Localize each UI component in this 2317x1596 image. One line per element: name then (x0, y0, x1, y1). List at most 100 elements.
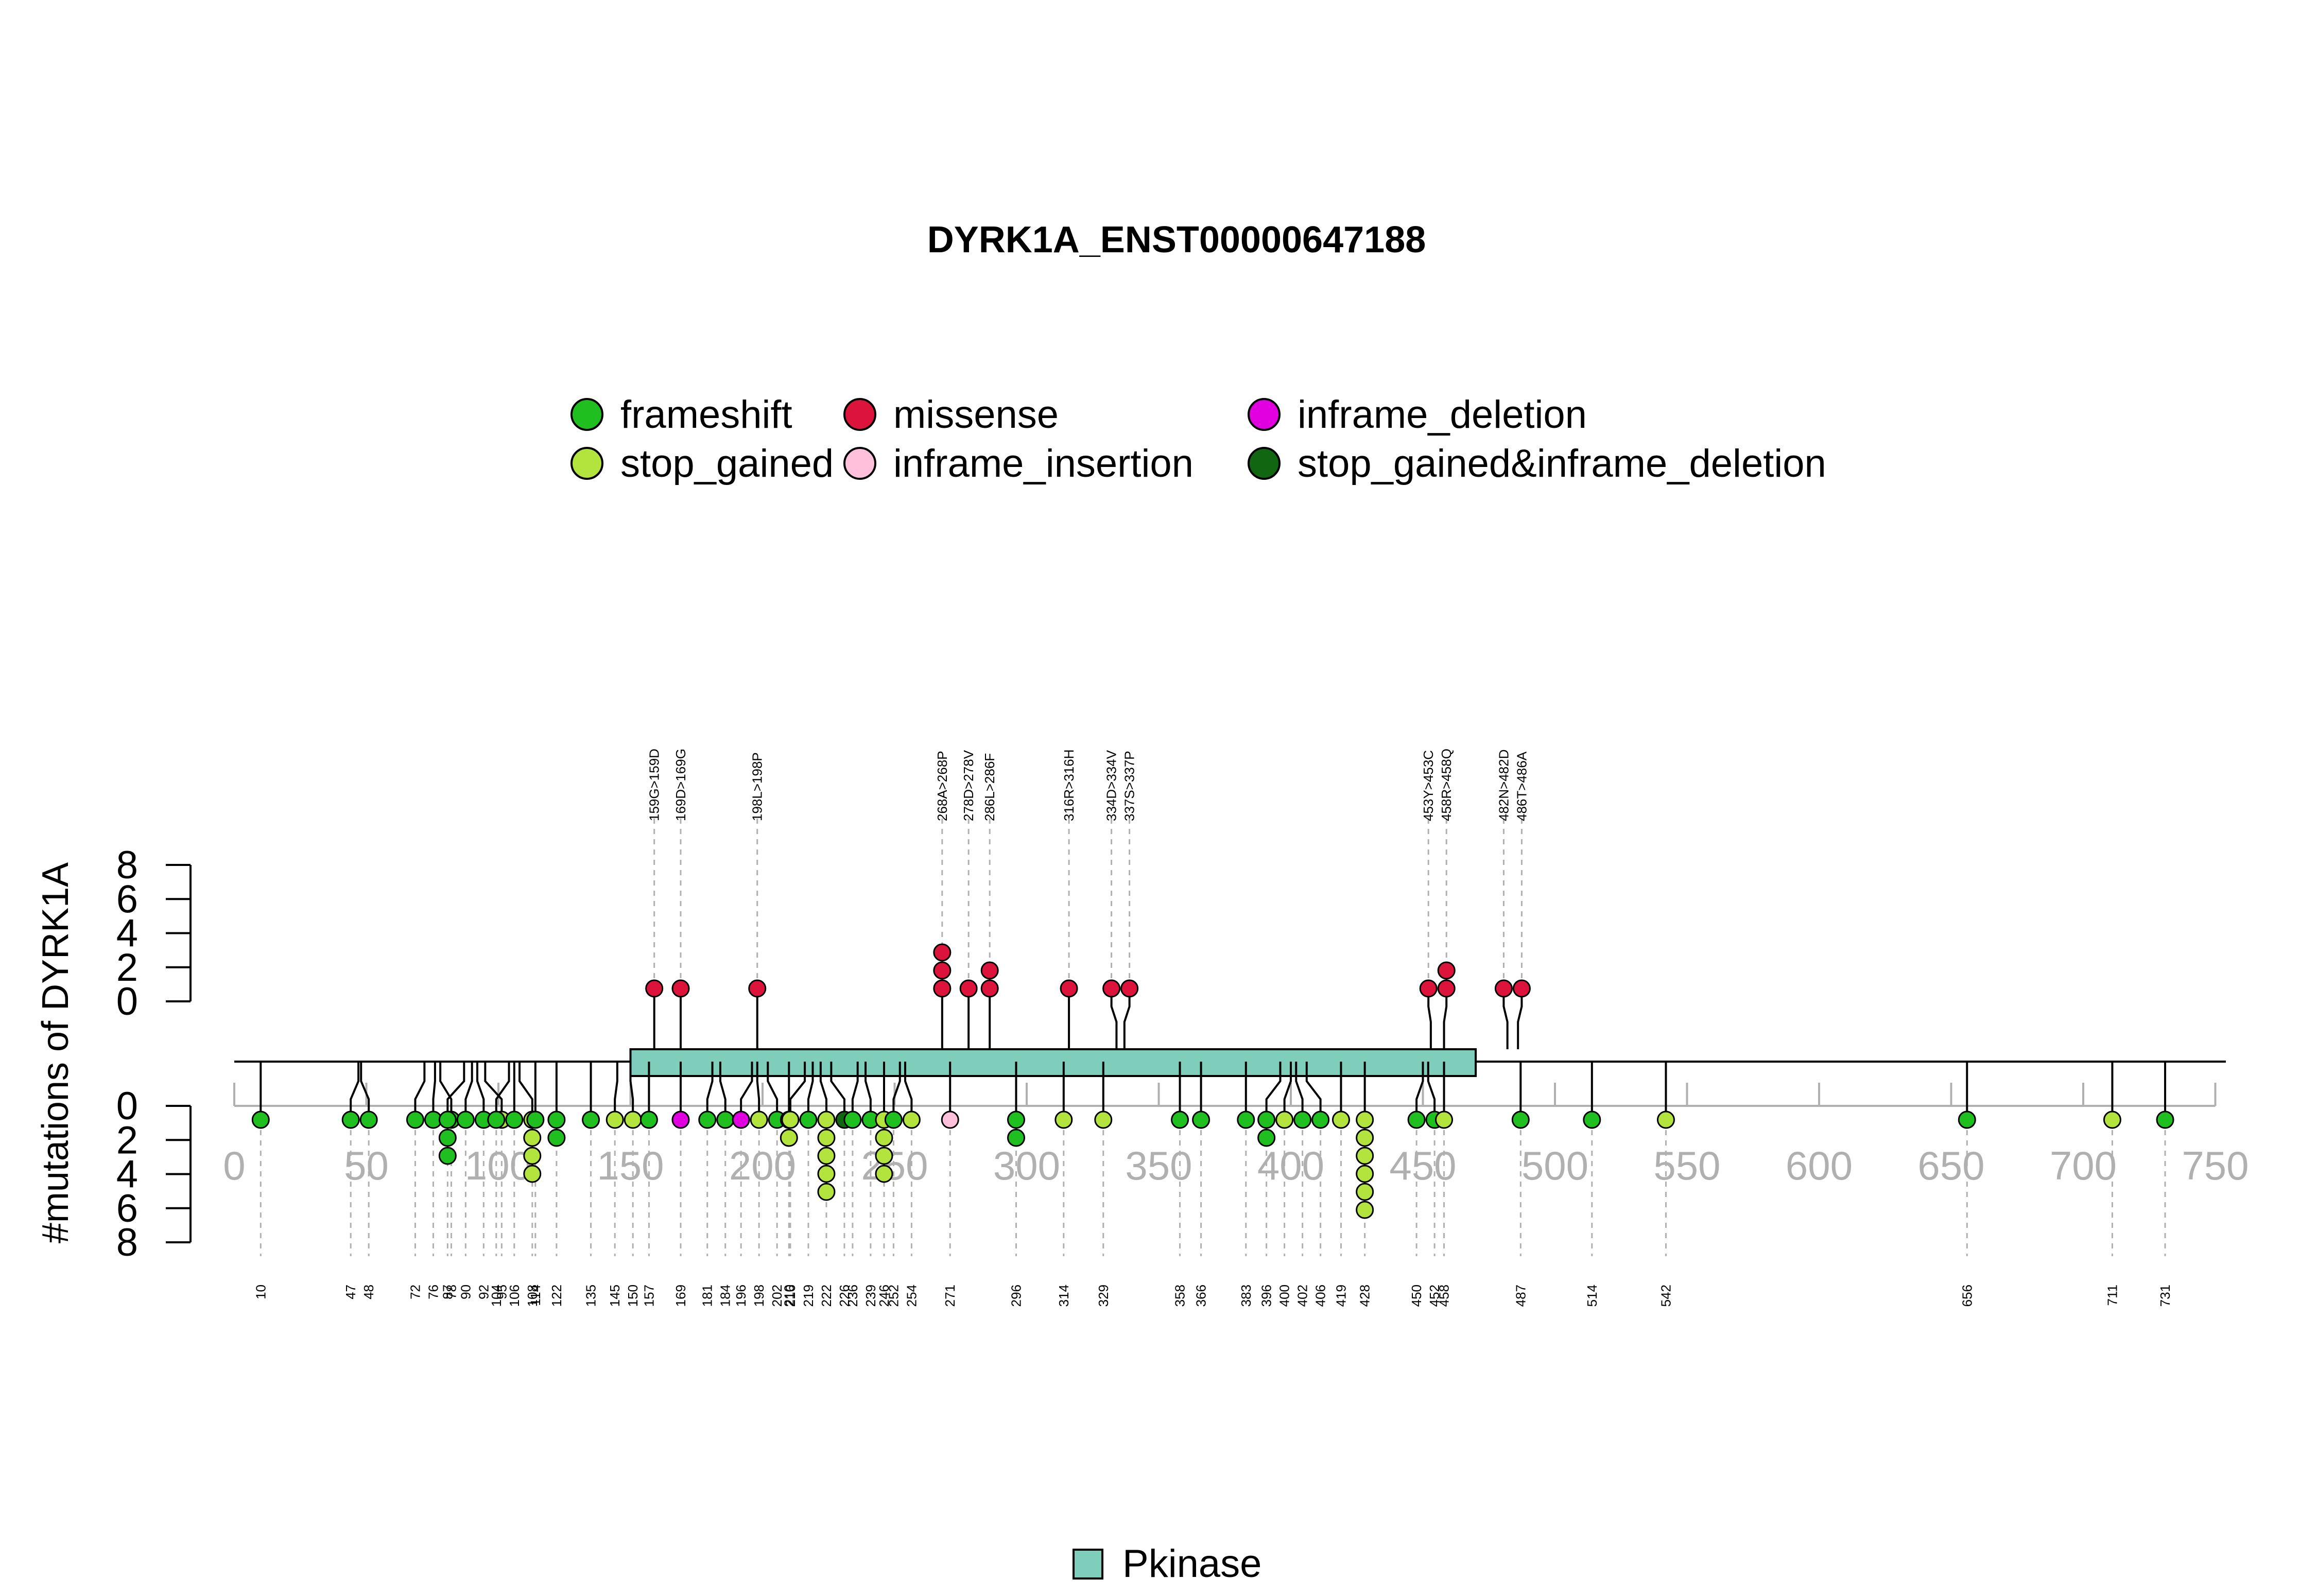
x-tick-label: 650 (1917, 1143, 1984, 1188)
mutation-label: 198L>198P (750, 752, 765, 821)
position-label: 358 (1172, 1285, 1188, 1307)
mutation-dot (817, 1111, 836, 1129)
mutation-dot (438, 1129, 457, 1147)
chart-title: DYRK1A_ENST00000647188 (927, 219, 1426, 261)
position-label: 219 (801, 1285, 816, 1307)
position-label: 487 (1513, 1285, 1528, 1307)
position-label: 108 (525, 1285, 540, 1307)
mutation-dot (780, 1129, 798, 1147)
lollipop-stem (1443, 988, 1448, 1049)
mutation-dot (523, 1165, 542, 1183)
legend-swatch (1248, 398, 1281, 431)
mutation-dot (1171, 1111, 1189, 1129)
mutation-dot (1356, 1147, 1374, 1165)
x-tick-label: 750 (2182, 1143, 2249, 1188)
position-label: 87 (440, 1285, 455, 1299)
mutation-dot (456, 1111, 475, 1129)
mutation-dot (1407, 1111, 1426, 1129)
mutation-dot (1311, 1111, 1330, 1129)
mutation-dot (1094, 1111, 1113, 1129)
mutation-dot (1192, 1111, 1211, 1129)
mutation-dot (902, 1111, 921, 1129)
mutation-dot (1332, 1111, 1350, 1129)
position-label: 239 (863, 1285, 878, 1307)
mutation-dot (438, 1147, 457, 1165)
position-label: 150 (625, 1285, 641, 1307)
mutation-dot (523, 1147, 542, 1165)
x-tick-label: 400 (1257, 1143, 1324, 1188)
mutation-dot (1494, 979, 1513, 998)
lollipop-stem (789, 1062, 806, 1120)
x-tick-label: 550 (1653, 1143, 1720, 1188)
mutation-label: 286L>286F (982, 753, 997, 821)
y-tick-label: 6 (116, 1187, 138, 1230)
mutation-dot (582, 1111, 600, 1129)
mutation-label: 278D>278V (961, 750, 976, 821)
position-label: 169 (673, 1285, 688, 1307)
lollipop-stem (439, 1062, 453, 1120)
lollipop-stem (360, 1062, 370, 1120)
position-label: 114 (528, 1285, 543, 1306)
position-label: 92 (476, 1285, 491, 1299)
x-tick-label: 450 (1389, 1143, 1456, 1188)
domain-legend-label: Pkinase (1122, 1542, 1261, 1586)
lollipop-stem (1517, 988, 1523, 1049)
y-tick-label: 0 (116, 980, 138, 1023)
position-label: 222 (819, 1285, 834, 1307)
position-label: 402 (1295, 1285, 1310, 1307)
position-label: 383 (1238, 1285, 1254, 1307)
mutation-dot (1275, 1111, 1294, 1129)
mutation-dot (1257, 1129, 1276, 1147)
legend-swatch (570, 447, 603, 480)
mutation-dot (359, 1111, 378, 1129)
mutation-dot (1257, 1111, 1276, 1129)
mutation-dot (2156, 1111, 2174, 1129)
mutation-dot (1356, 1165, 1374, 1183)
x-tick-label: 350 (1125, 1143, 1192, 1188)
lollipop-stem (446, 1062, 465, 1120)
position-label: 296 (1008, 1285, 1024, 1307)
x-tick-label: 150 (597, 1143, 664, 1188)
lollipop-stem (464, 1062, 473, 1120)
mutation-label: 486T>486A (1514, 751, 1529, 821)
position-label: 236 (845, 1285, 860, 1307)
position-label: 396 (1259, 1285, 1274, 1307)
lollipop-stem (495, 1062, 510, 1120)
lollipop-stem (1427, 1062, 1436, 1120)
mutation-dot (1060, 979, 1078, 998)
mutation-label: 316R>316H (1061, 750, 1077, 822)
domain-legend-swatch (1073, 1549, 1103, 1580)
mutation-label: 453Y>453C (1421, 750, 1436, 821)
x-tick-label: 700 (2050, 1143, 2117, 1188)
legend-label: stop_gained&inframe_deletion (1298, 442, 1826, 485)
mutation-dot (406, 1111, 424, 1129)
y-tick-label: 8 (116, 843, 138, 887)
mutation-dot (547, 1129, 566, 1147)
position-label: 104 (489, 1285, 504, 1307)
position-label: 135 (583, 1285, 599, 1307)
mutation-dot (1356, 1111, 1374, 1129)
lollipop-stem (740, 1062, 753, 1120)
mutation-dot (980, 961, 999, 980)
mutation-label: 268A>268P (935, 751, 950, 821)
lollipop-stem (414, 1062, 426, 1120)
mutation-dot (716, 1111, 735, 1129)
y-tick-label: 8 (116, 1221, 138, 1264)
lollipop-stem (819, 1062, 827, 1120)
x-tick-label: 0 (223, 1143, 245, 1188)
lollipop-stem (756, 1062, 760, 1120)
mutation-dot (933, 961, 952, 980)
mutation-label: 169D>169G (673, 749, 688, 821)
position-label: 329 (1096, 1285, 1111, 1307)
mutation-label: 458R>458Q (1439, 749, 1454, 821)
mutation-dot (750, 1111, 768, 1129)
mutation-dot (1237, 1111, 1255, 1129)
lollipop-stem (1305, 1062, 1322, 1120)
x-tick-label: 250 (861, 1143, 928, 1188)
mutation-dot (438, 1111, 457, 1129)
mutation-label: 337S>337P (1122, 751, 1137, 821)
legend-label: frameshift (620, 393, 792, 437)
position-label: 366 (1194, 1285, 1209, 1307)
guide-lines (260, 819, 2166, 1256)
